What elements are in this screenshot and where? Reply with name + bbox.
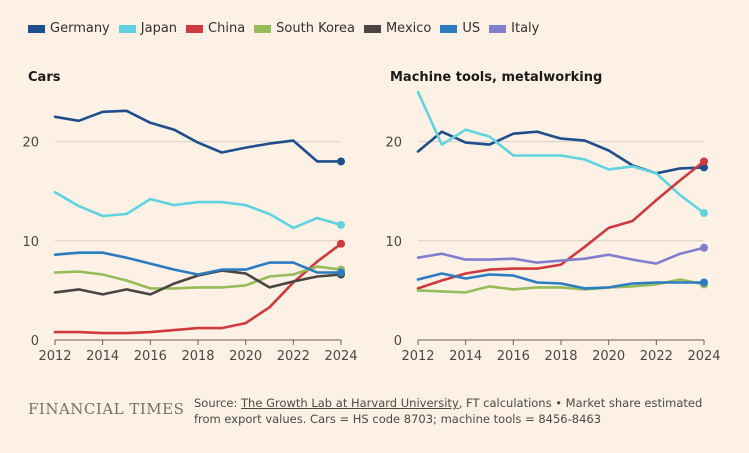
machine-tools-panel-title: Machine tools, metalworking — [390, 70, 603, 85]
machine-tools-us-end-marker — [700, 278, 708, 287]
machine-tools-xtick-label-2012: 2012 — [401, 349, 434, 364]
legend-item-mexico: Mexico — [363, 21, 432, 36]
machine-tools-us-line — [416, 272, 706, 290]
legend-swatch-south-korea — [254, 24, 272, 33]
legend-swatch-mexico — [363, 24, 381, 33]
legend-swatch-italy — [489, 24, 507, 33]
legend: Germany Japan China South Korea Mexico U… — [28, 21, 548, 36]
legend-item-germany: Germany — [28, 21, 110, 36]
legend-label-us: US — [462, 21, 481, 36]
machine-tools-xtick-label-2014: 2014 — [449, 349, 482, 364]
cars-ytick-label-10: 10 — [22, 235, 39, 250]
cars-japan-line — [53, 190, 343, 230]
machine-tools-ytick-label-0: 0 — [394, 334, 402, 349]
machine-tools-south-korea-line — [416, 278, 706, 294]
cars-ytick-label-20: 20 — [22, 136, 39, 151]
legend-label-china: China — [208, 21, 246, 36]
cars-us-line — [53, 251, 343, 276]
cars-xtick-label-2024: 2024 — [324, 349, 357, 364]
cars-panel-title: Cars — [28, 70, 61, 85]
cars-china-end-marker — [337, 239, 345, 248]
cars-xtick-label-2016: 2016 — [134, 349, 167, 364]
machine-tools-italy-end-marker — [700, 243, 708, 252]
cars-germany-line — [53, 109, 343, 163]
machine-tools-ytick-label-10: 10 — [385, 235, 402, 250]
cars-xtick-label-2012: 2012 — [38, 349, 71, 364]
legend-swatch-japan — [118, 24, 136, 33]
cars-us-end-marker — [337, 268, 345, 277]
machine-tools-china-line — [416, 160, 706, 290]
legend-label-italy: Italy — [511, 21, 540, 36]
legend-swatch-germany — [28, 24, 45, 33]
machine-tools-xtick-label-2016: 2016 — [497, 349, 530, 364]
ft-brand-logo: FINANCIAL TIMES — [28, 400, 185, 418]
machine-tools-xtick-label-2022: 2022 — [640, 349, 673, 364]
legend-item-us: US — [440, 21, 480, 36]
legend-item-south-korea: South Korea — [254, 21, 355, 36]
legend-swatch-china — [186, 24, 204, 33]
cars-japan-end-marker — [337, 220, 345, 229]
legend-item-italy: Italy — [489, 21, 539, 36]
cars-germany-end-marker — [337, 157, 345, 166]
machine-tools-china-end-marker — [700, 157, 708, 166]
source-prefix: Source: — [194, 396, 242, 410]
cars-south-korea-line — [53, 265, 343, 290]
machine-tools-germany-line — [416, 130, 706, 175]
source-rest: , FT calculations • Market share estimat… — [194, 396, 703, 426]
legend-label-germany: Germany — [50, 21, 110, 36]
legend-label-south-korea: South Korea — [276, 21, 355, 36]
cars-xtick-label-2014: 2014 — [86, 349, 119, 364]
machine-tools-xtick-label-2024: 2024 — [687, 349, 720, 364]
legend-swatch-us — [440, 24, 458, 33]
machine-tools-ytick-label-20: 20 — [385, 136, 402, 151]
machine-tools-japan-line — [416, 90, 706, 215]
legend-item-china: China — [186, 21, 245, 36]
machine-tools-japan-end-marker — [700, 209, 708, 218]
cars-xtick-label-2022: 2022 — [277, 349, 310, 364]
legend-label-mexico: Mexico — [385, 21, 432, 36]
machine-tools-xtick-label-2018: 2018 — [544, 349, 577, 364]
machine-tools-italy-line — [416, 246, 706, 265]
machine-tools-germany-end-marker — [700, 163, 708, 172]
cars-ytick-label-0: 0 — [31, 334, 39, 349]
cars-xtick-label-2018: 2018 — [181, 349, 214, 364]
machine-tools-xtick-label-2020: 2020 — [592, 349, 625, 364]
legend-item-japan: Japan — [118, 21, 178, 36]
source-note: Source: The Growth Lab at Harvard Univer… — [194, 395, 714, 427]
source-link[interactable]: The Growth Lab at Harvard University — [241, 396, 459, 410]
cars-xtick-label-2020: 2020 — [229, 349, 262, 364]
legend-label-japan: Japan — [140, 21, 178, 36]
